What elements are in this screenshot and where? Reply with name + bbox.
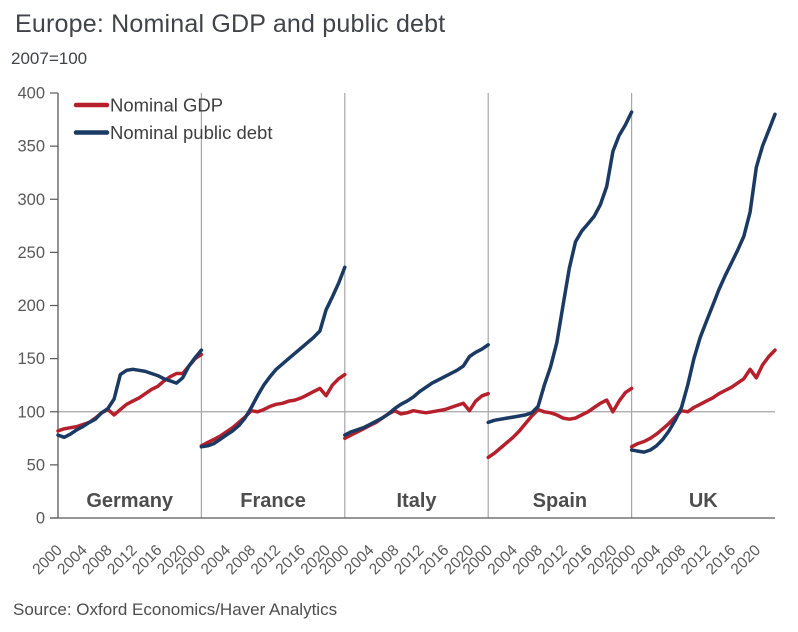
- y-tick-label: 400: [17, 85, 45, 103]
- series-line-gdp-france: [199, 372, 347, 448]
- series-line-debt-spain: [486, 110, 634, 425]
- series-line-gdp-germany: [56, 352, 204, 433]
- chart-title: Europe: Nominal GDP and public debt: [15, 10, 446, 38]
- series-line-gdp-spain: [486, 386, 634, 460]
- y-tick-label: 0: [36, 510, 45, 528]
- legend-label-gdp: Nominal GDP: [110, 95, 223, 116]
- y-tick-label: 200: [17, 297, 45, 315]
- legend-label-debt: Nominal public debt: [110, 122, 272, 143]
- y-tick-label: 350: [17, 138, 45, 156]
- series-line-debt-italy: [343, 343, 490, 437]
- x-tick-label: 2020: [728, 542, 765, 579]
- series-line-debt-uk: [629, 112, 777, 454]
- panel-label-spain: Spain: [533, 490, 587, 512]
- panel-label-uk: UK: [689, 490, 718, 512]
- series-line-debt-france: [199, 265, 347, 449]
- series-line-gdp-uk: [629, 348, 777, 449]
- y-tick-label: 250: [17, 244, 45, 262]
- y-tick-label: 150: [17, 350, 45, 368]
- y-tick-label: 100: [17, 403, 45, 421]
- panel-label-germany: Germany: [86, 490, 174, 512]
- y-tick-label: 50: [27, 456, 45, 474]
- series-line-gdp-italy: [343, 391, 490, 441]
- panel-label-france: France: [240, 490, 306, 512]
- panel-label-italy: Italy: [396, 490, 437, 512]
- y-tick-label: 300: [17, 191, 45, 209]
- chart-source: Source: Oxford Economics/Haver Analytics: [13, 600, 338, 619]
- chart-subtitle: 2007=100: [11, 49, 88, 68]
- series-line-debt-germany: [56, 348, 204, 440]
